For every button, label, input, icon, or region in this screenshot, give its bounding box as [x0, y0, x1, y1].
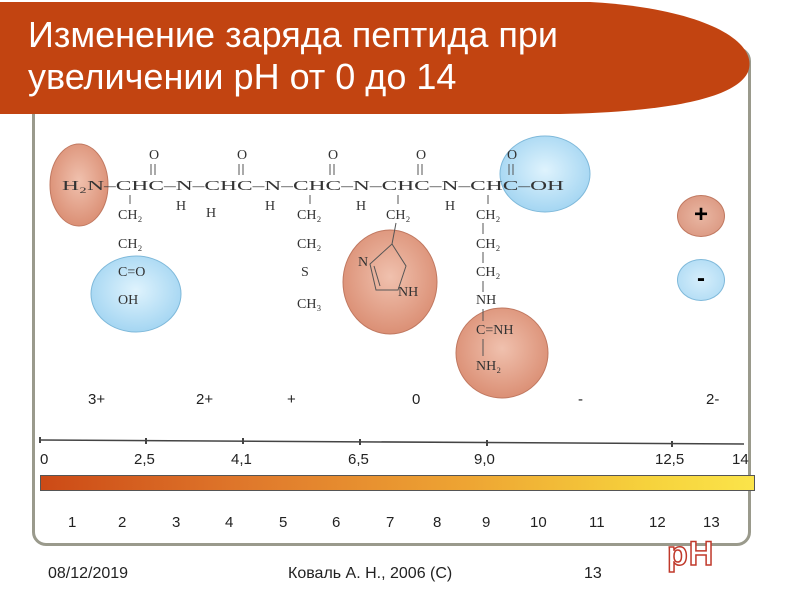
ph-axis-label: pH: [666, 534, 715, 574]
asp-side-chain: CH₂ CH₂ C=O OH: [118, 195, 145, 308]
amide-h-1: H: [176, 199, 186, 214]
positive-charge-legend: +: [677, 195, 725, 237]
charge-label: 0: [412, 391, 421, 408]
scale-tick-label: 14: [732, 451, 749, 468]
carbonyl-o-4: O: [416, 148, 426, 163]
title-line-1: Изменение заряда пептида при: [28, 14, 558, 55]
amide-h-4: H: [356, 199, 366, 214]
footer-author: Коваль А. Н., 2006 (С): [288, 565, 453, 582]
footer-date: 08/12/2019: [48, 565, 129, 582]
scale-tick-label: 6,5: [348, 451, 369, 468]
amide-h-2: H: [206, 206, 216, 221]
scale-tick-label: 12,5: [655, 451, 685, 468]
asp-ch2-2: CH₂: [118, 237, 142, 252]
charge-label: 3+: [88, 391, 106, 408]
asp-c-o: C=O: [118, 265, 145, 280]
ph-number: 10: [530, 514, 547, 531]
page-number: 13: [584, 565, 602, 582]
amide-hydrogens: H H H H H: [176, 199, 455, 221]
ph-number: 11: [589, 514, 605, 531]
charge-label: 2-: [706, 391, 720, 408]
arg-guanidino-positive-oval: [455, 307, 549, 399]
asp-ch2-1: CH₂: [118, 208, 142, 223]
met-s: S: [301, 265, 309, 280]
carbonyl-o-5: O: [507, 148, 517, 163]
arg-ch2-2: CH₂: [476, 237, 500, 252]
ph-number: 6: [332, 514, 341, 531]
scale-tick-label: 0: [40, 451, 49, 468]
n-terminus-positive-oval: [49, 143, 109, 227]
negative-charge-legend: -: [677, 259, 725, 301]
title-line-2: увеличении pH от 0 до 14: [28, 55, 457, 97]
scale-tick-label: 2,5: [134, 451, 155, 468]
peptide-structure: O O O O O H₂N–CHC–N–CHC–N–CHC–N–CHC–N–CH…: [49, 135, 591, 399]
ph-number: 2: [118, 514, 127, 531]
carbonyl-o-2: O: [237, 148, 247, 163]
carbonyl-oxygens: O O O O O: [149, 148, 517, 163]
met-ch2-2: CH₂: [297, 237, 321, 252]
carbonyl-o-1: O: [149, 148, 159, 163]
amide-h-3: H: [265, 199, 275, 214]
ph-number: 3: [172, 514, 181, 531]
arg-c-nh: C=NH: [476, 323, 513, 338]
arg-side-chain: CH₂ CH₂ CH₂ NH C=NH NH₂: [476, 195, 513, 374]
charge-label: -: [578, 391, 583, 408]
met-side-chain: CH₂ CH₂ S CH₃: [297, 195, 321, 312]
asp-side-chain-negative-oval: [90, 255, 182, 333]
main-chain: H₂N–CHC–N–CHC–N–CHC–N–CHC–N–CHC–OH: [62, 179, 564, 194]
ph-number: 5: [279, 514, 288, 531]
title-banner: [0, 2, 750, 114]
ph-number: 9: [482, 514, 491, 531]
arg-ch2-3: CH₂: [476, 265, 500, 280]
carbonyl-o-3: O: [328, 148, 338, 163]
scale-tick-label: 9,0: [474, 451, 495, 468]
scale-tick-label: 4,1: [231, 451, 252, 468]
ph-number: 8: [433, 514, 442, 531]
ph-number: 4: [225, 514, 234, 531]
carbonyl-bonds: [150, 164, 514, 175]
ph-number: 7: [386, 514, 395, 531]
arg-nh: NH: [476, 293, 496, 308]
imidazole-ring: [369, 243, 407, 291]
slide-title: Изменение заряда пептида при увеличении …: [28, 14, 558, 98]
his-ch2: CH₂: [386, 208, 410, 223]
his-ring-nh: NH: [398, 285, 418, 300]
amide-h-5: H: [445, 199, 455, 214]
met-ch3: CH₃: [297, 297, 321, 312]
ph-number: 13: [703, 514, 720, 531]
ph-number: 12: [649, 514, 666, 531]
his-side-chain: CH₂ N NH: [358, 195, 418, 300]
ph-number: 1: [68, 514, 77, 531]
banner-shape: [0, 2, 750, 114]
arg-nh2: NH₂: [476, 359, 501, 374]
ph-gradient-bar: [40, 475, 755, 491]
his-ring-n: N: [358, 255, 368, 270]
asp-oh: OH: [118, 293, 138, 308]
met-ch2-1: CH₂: [297, 208, 321, 223]
c-terminus-negative-oval: [499, 135, 591, 213]
arg-ch2-1: CH₂: [476, 208, 500, 223]
his-ring-positive-oval: [342, 229, 438, 335]
charge-label: 2+: [196, 391, 214, 408]
charge-label: +: [287, 391, 296, 408]
